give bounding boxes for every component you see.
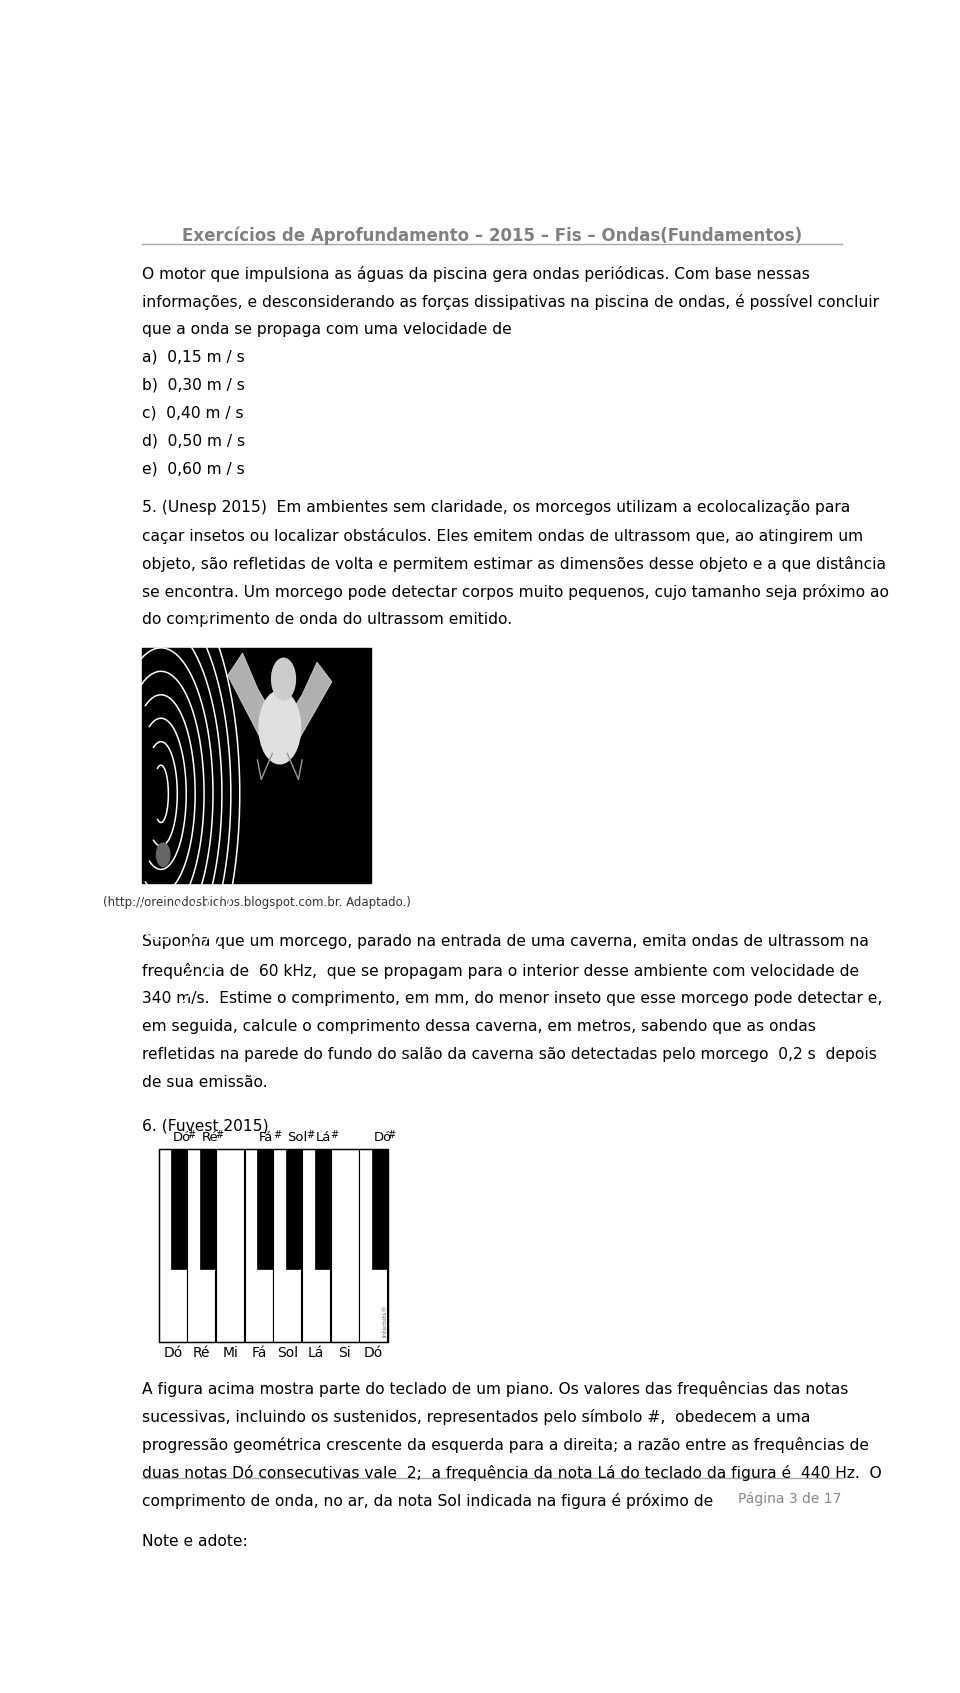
Text: #: # [187, 1129, 195, 1139]
Text: em seguida, calcule o comprimento dessa caverna, em metros, sabendo que as ondas: em seguida, calcule o comprimento dessa … [142, 1019, 816, 1033]
Bar [245, 1150, 273, 1343]
Text: Sol: Sol [287, 1131, 308, 1144]
Text: do comprimento de onda do ultrassom emitido.: do comprimento de onda do ultrassom emit… [142, 613, 513, 628]
Text: objeto, são refletidas de volta e permitem estimar as dimensões desse objeto e a: objeto, são refletidas de volta e permit… [142, 557, 886, 572]
Text: Ré: Ré [193, 1346, 210, 1359]
Text: Lá: Lá [308, 1346, 324, 1359]
Text: se encontra. Um morcego pode detectar corpos muito pequenos, cujo tamanho seja p: se encontra. Um morcego pode detectar co… [142, 584, 889, 601]
Text: #: # [330, 1129, 338, 1139]
Text: que a onda se propaga com uma velocidade de: que a onda se propaga com uma velocidade… [142, 322, 512, 337]
Text: e)  0,60 m / s: e) 0,60 m / s [142, 462, 245, 477]
Polygon shape [287, 662, 332, 747]
Text: frequência de  60 kHz,  que se propagam para o interior desse ambiente com veloc: frequência de 60 kHz, que se propagam pa… [142, 963, 859, 979]
Bar [200, 1150, 216, 1268]
Text: duas notas Dó consecutivas vale  2;  a frequência da nota Lá do teclado da figur: duas notas Dó consecutivas vale 2; a fre… [142, 1464, 882, 1481]
Text: #: # [273, 1129, 281, 1139]
Bar [301, 1150, 330, 1343]
Text: Note e adote:: Note e adote: [142, 1534, 248, 1549]
Text: b)  0,30 m / s: b) 0,30 m / s [142, 378, 245, 393]
Text: Exercícios de Aprofundamento – 2015 – Fis – Ondas(Fundamentos): Exercícios de Aprofundamento – 2015 – Fi… [182, 227, 802, 245]
Bar [286, 1150, 301, 1268]
Circle shape [156, 843, 170, 867]
Text: 6. (Fuvest 2015): 6. (Fuvest 2015) [142, 1119, 269, 1133]
Text: Fá: Fá [252, 1346, 267, 1359]
Text: Lá: Lá [316, 1131, 331, 1144]
Circle shape [272, 659, 296, 699]
Text: Dó: Dó [163, 1346, 182, 1359]
Bar [274, 1150, 301, 1343]
Text: 340 m/s.  Estime o comprimento, em mm, do menor inseto que esse morcego pode det: 340 m/s. Estime o comprimento, em mm, do… [142, 990, 882, 1006]
Text: O motor que impulsiona as águas da piscina gera ondas periódicas. Com base nessa: O motor que impulsiona as águas da pisci… [142, 266, 810, 281]
Text: refletidas na parede do fundo do salão da caverna são detectadas pelo morcego  0: refletidas na parede do fundo do salão d… [142, 1046, 877, 1062]
Text: 5. (Unesp 2015)  Em ambientes sem claridade, os morcegos utilizam a ecolocalizaç: 5. (Unesp 2015) Em ambientes sem clarida… [142, 501, 851, 515]
Bar [158, 1150, 187, 1343]
Text: Fá: Fá [259, 1131, 274, 1144]
Text: #: # [216, 1129, 224, 1139]
Text: de sua emissão.: de sua emissão. [142, 1075, 268, 1090]
Bar [171, 1150, 187, 1268]
Bar [187, 1150, 215, 1343]
Circle shape [259, 691, 300, 764]
Bar [158, 1150, 388, 1343]
Text: Ré: Ré [202, 1131, 218, 1144]
Text: a)  0,15 m / s: a) 0,15 m / s [142, 350, 245, 364]
Polygon shape [228, 653, 273, 747]
Text: Sol: Sol [277, 1346, 299, 1359]
Text: A figura acima mostra parte do teclado de um piano. Os valores das frequências d: A figura acima mostra parte do teclado d… [142, 1381, 849, 1397]
Text: Si: Si [339, 1346, 351, 1359]
Text: sucessivas, incluindo os sustenidos, representados pelo símbolo #,  obedecem a u: sucessivas, incluindo os sustenidos, rep… [142, 1409, 810, 1426]
Text: Dó: Dó [373, 1131, 392, 1144]
Text: d)  0,50 m / s: d) 0,50 m / s [142, 433, 246, 449]
Text: Mi: Mi [223, 1346, 238, 1359]
Text: (http://oreinodosbichos.blogspot.com.br. Adaptado.): (http://oreinodosbichos.blogspot.com.br.… [103, 896, 411, 909]
Bar [142, 648, 372, 884]
Bar [315, 1150, 330, 1268]
Bar [257, 1150, 274, 1268]
Text: Dó: Dó [364, 1346, 383, 1359]
Text: #: # [306, 1129, 314, 1139]
Text: comprimento de onda, no ar, da nota Sol indicada na figura é próximo de: comprimento de onda, no ar, da nota Sol … [142, 1493, 713, 1508]
Text: informações, e desconsiderando as forças dissipativas na piscina de ondas, é pos: informações, e desconsiderando as forças… [142, 295, 879, 310]
Text: caçar insetos ou localizar obstáculos. Eles emitem ondas de ultrassom que, ao at: caçar insetos ou localizar obstáculos. E… [142, 528, 863, 545]
Text: Interbits®: Interbits® [382, 1304, 387, 1337]
Text: progressão geométrica crescente da esquerda para a direita; a razão entre as fre: progressão geométrica crescente da esque… [142, 1437, 870, 1453]
Text: c)  0,40 m / s: c) 0,40 m / s [142, 406, 244, 422]
Text: #: # [388, 1129, 396, 1139]
Text: Página 3 de 17: Página 3 de 17 [738, 1492, 842, 1505]
Text: Dó: Dó [173, 1131, 191, 1144]
Bar [372, 1150, 388, 1268]
Text: Suponha que um morcego, parado na entrada de uma caverna, emita ondas de ultrass: Suponha que um morcego, parado na entrad… [142, 935, 869, 950]
Bar [359, 1150, 387, 1343]
Bar [216, 1150, 244, 1343]
Bar [330, 1150, 359, 1343]
